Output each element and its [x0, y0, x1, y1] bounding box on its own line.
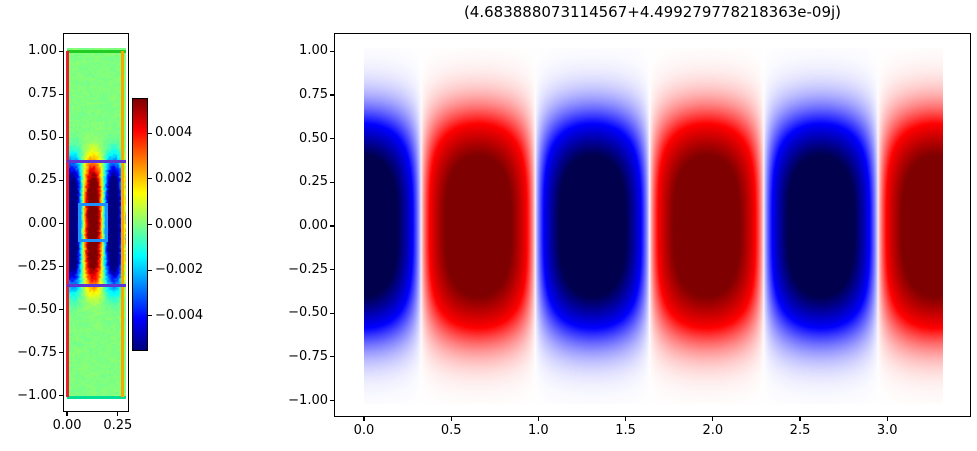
- y-tick-label: 0.00: [299, 218, 328, 233]
- y-tick-label: −0.25: [17, 258, 57, 274]
- y-tick-label: 0.50: [28, 129, 57, 145]
- x-tick-mark: [712, 416, 714, 421]
- x-tick-mark: [450, 416, 452, 421]
- y-tick-mark: [59, 265, 64, 268]
- y-tick-mark: [59, 309, 64, 311]
- y-tick-mark: [330, 356, 335, 358]
- x-tick-label: 2.5: [789, 423, 811, 438]
- y-tick-label: −0.50: [288, 305, 328, 321]
- y-tick-label: 0.50: [299, 130, 328, 146]
- y-tick-mark: [330, 269, 335, 271]
- x-tick-mark: [886, 416, 888, 421]
- y-tick-mark: [59, 222, 64, 225]
- y-tick-mark: [59, 395, 64, 397]
- x-tick-label: 1.5: [615, 423, 636, 438]
- y-tick-label: 0.75: [28, 86, 57, 102]
- colorbar-tick-mark: [147, 269, 152, 271]
- colorbar-tick-mark: [147, 178, 152, 180]
- y-tick-mark: [330, 225, 335, 227]
- y-tick-label: −0.50: [17, 301, 57, 317]
- y-tick-label: −1.00: [17, 387, 57, 403]
- core-outline-rect: [78, 202, 109, 242]
- y-tick-label: 1.00: [28, 43, 57, 59]
- y-tick-mark: [59, 179, 64, 182]
- right-boundary-line: [121, 51, 125, 398]
- y-tick-label: 1.00: [299, 43, 328, 59]
- x-tick-label: 0.5: [440, 423, 462, 438]
- y-tick-mark: [330, 399, 335, 402]
- y-tick-label: 0.00: [28, 215, 57, 231]
- colorbar-frame: [132, 98, 148, 351]
- colorbar-tick-mark: [147, 223, 152, 226]
- y-tick-label: −0.25: [288, 261, 328, 277]
- x-tick-label: 0.25: [103, 418, 133, 433]
- colorbar-gradient: [133, 99, 147, 350]
- lower-interface-line: [67, 284, 126, 288]
- bottom-boundary-line: [67, 395, 126, 399]
- y-tick-mark: [330, 94, 335, 96]
- top-boundary-line: [67, 49, 126, 53]
- eigenvalue-title: (4.683888073114567+4.499279778218363e-09…: [463, 3, 842, 21]
- x-tick-label: 0.0: [353, 423, 375, 438]
- y-tick-label: 0.75: [299, 87, 328, 103]
- colorbar-tick-label: 0.004: [155, 125, 193, 141]
- y-tick-label: 0.25: [299, 174, 328, 190]
- y-tick-mark: [330, 138, 335, 140]
- colorbar-tick-mark: [147, 315, 152, 317]
- heatmap-canvas-cross-section-field: [67, 48, 126, 399]
- propagation-axes: 0.0 0.5 1.0 1.5 2.0 2.5 3.0 1.00 0.75 0.50 0.25 0.0…: [288, 33, 971, 438]
- y-tick-label: 0.25: [28, 172, 57, 188]
- x-tick-label: 0.00: [52, 418, 82, 433]
- cross-section-axes: 0.00 0.25 1.00 0.75 0.50 0.25 0.00 −0.25 −0.50 −0…: [17, 33, 132, 433]
- colorbar-tick-label: 0.002: [155, 170, 193, 186]
- x-tick-mark: [363, 416, 365, 421]
- x-tick-label: 3.0: [876, 423, 898, 438]
- x-tick-mark: [117, 411, 119, 416]
- y-tick-label: −0.75: [17, 344, 57, 360]
- y-tick-mark: [59, 93, 64, 95]
- x-tick-label: 1.0: [528, 423, 549, 438]
- y-tick-mark: [59, 352, 64, 354]
- colorbar-tick-label: −0.002: [155, 262, 204, 278]
- x-tick-mark: [537, 416, 539, 421]
- y-tick-mark: [330, 50, 335, 53]
- x-tick-mark: [799, 416, 801, 421]
- x-tick-mark: [66, 411, 68, 416]
- x-tick-label: 2.0: [702, 423, 724, 438]
- colorbar-tick-label: 0.000: [155, 216, 193, 232]
- heatmap-canvas-propagation-field: [364, 48, 943, 404]
- y-tick-mark: [330, 312, 335, 314]
- left-boundary-line: [66, 51, 70, 398]
- y-tick-mark: [330, 181, 335, 183]
- upper-interface-line: [67, 159, 126, 163]
- y-tick-mark: [59, 136, 64, 138]
- x-tick-mark: [624, 416, 627, 421]
- y-tick-label: −1.00: [288, 392, 328, 408]
- y-tick-label: −0.75: [288, 348, 328, 364]
- y-tick-mark: [59, 50, 64, 52]
- colorbar-tick-mark: [147, 132, 152, 134]
- colorbar-tick-label: −0.004: [155, 307, 204, 323]
